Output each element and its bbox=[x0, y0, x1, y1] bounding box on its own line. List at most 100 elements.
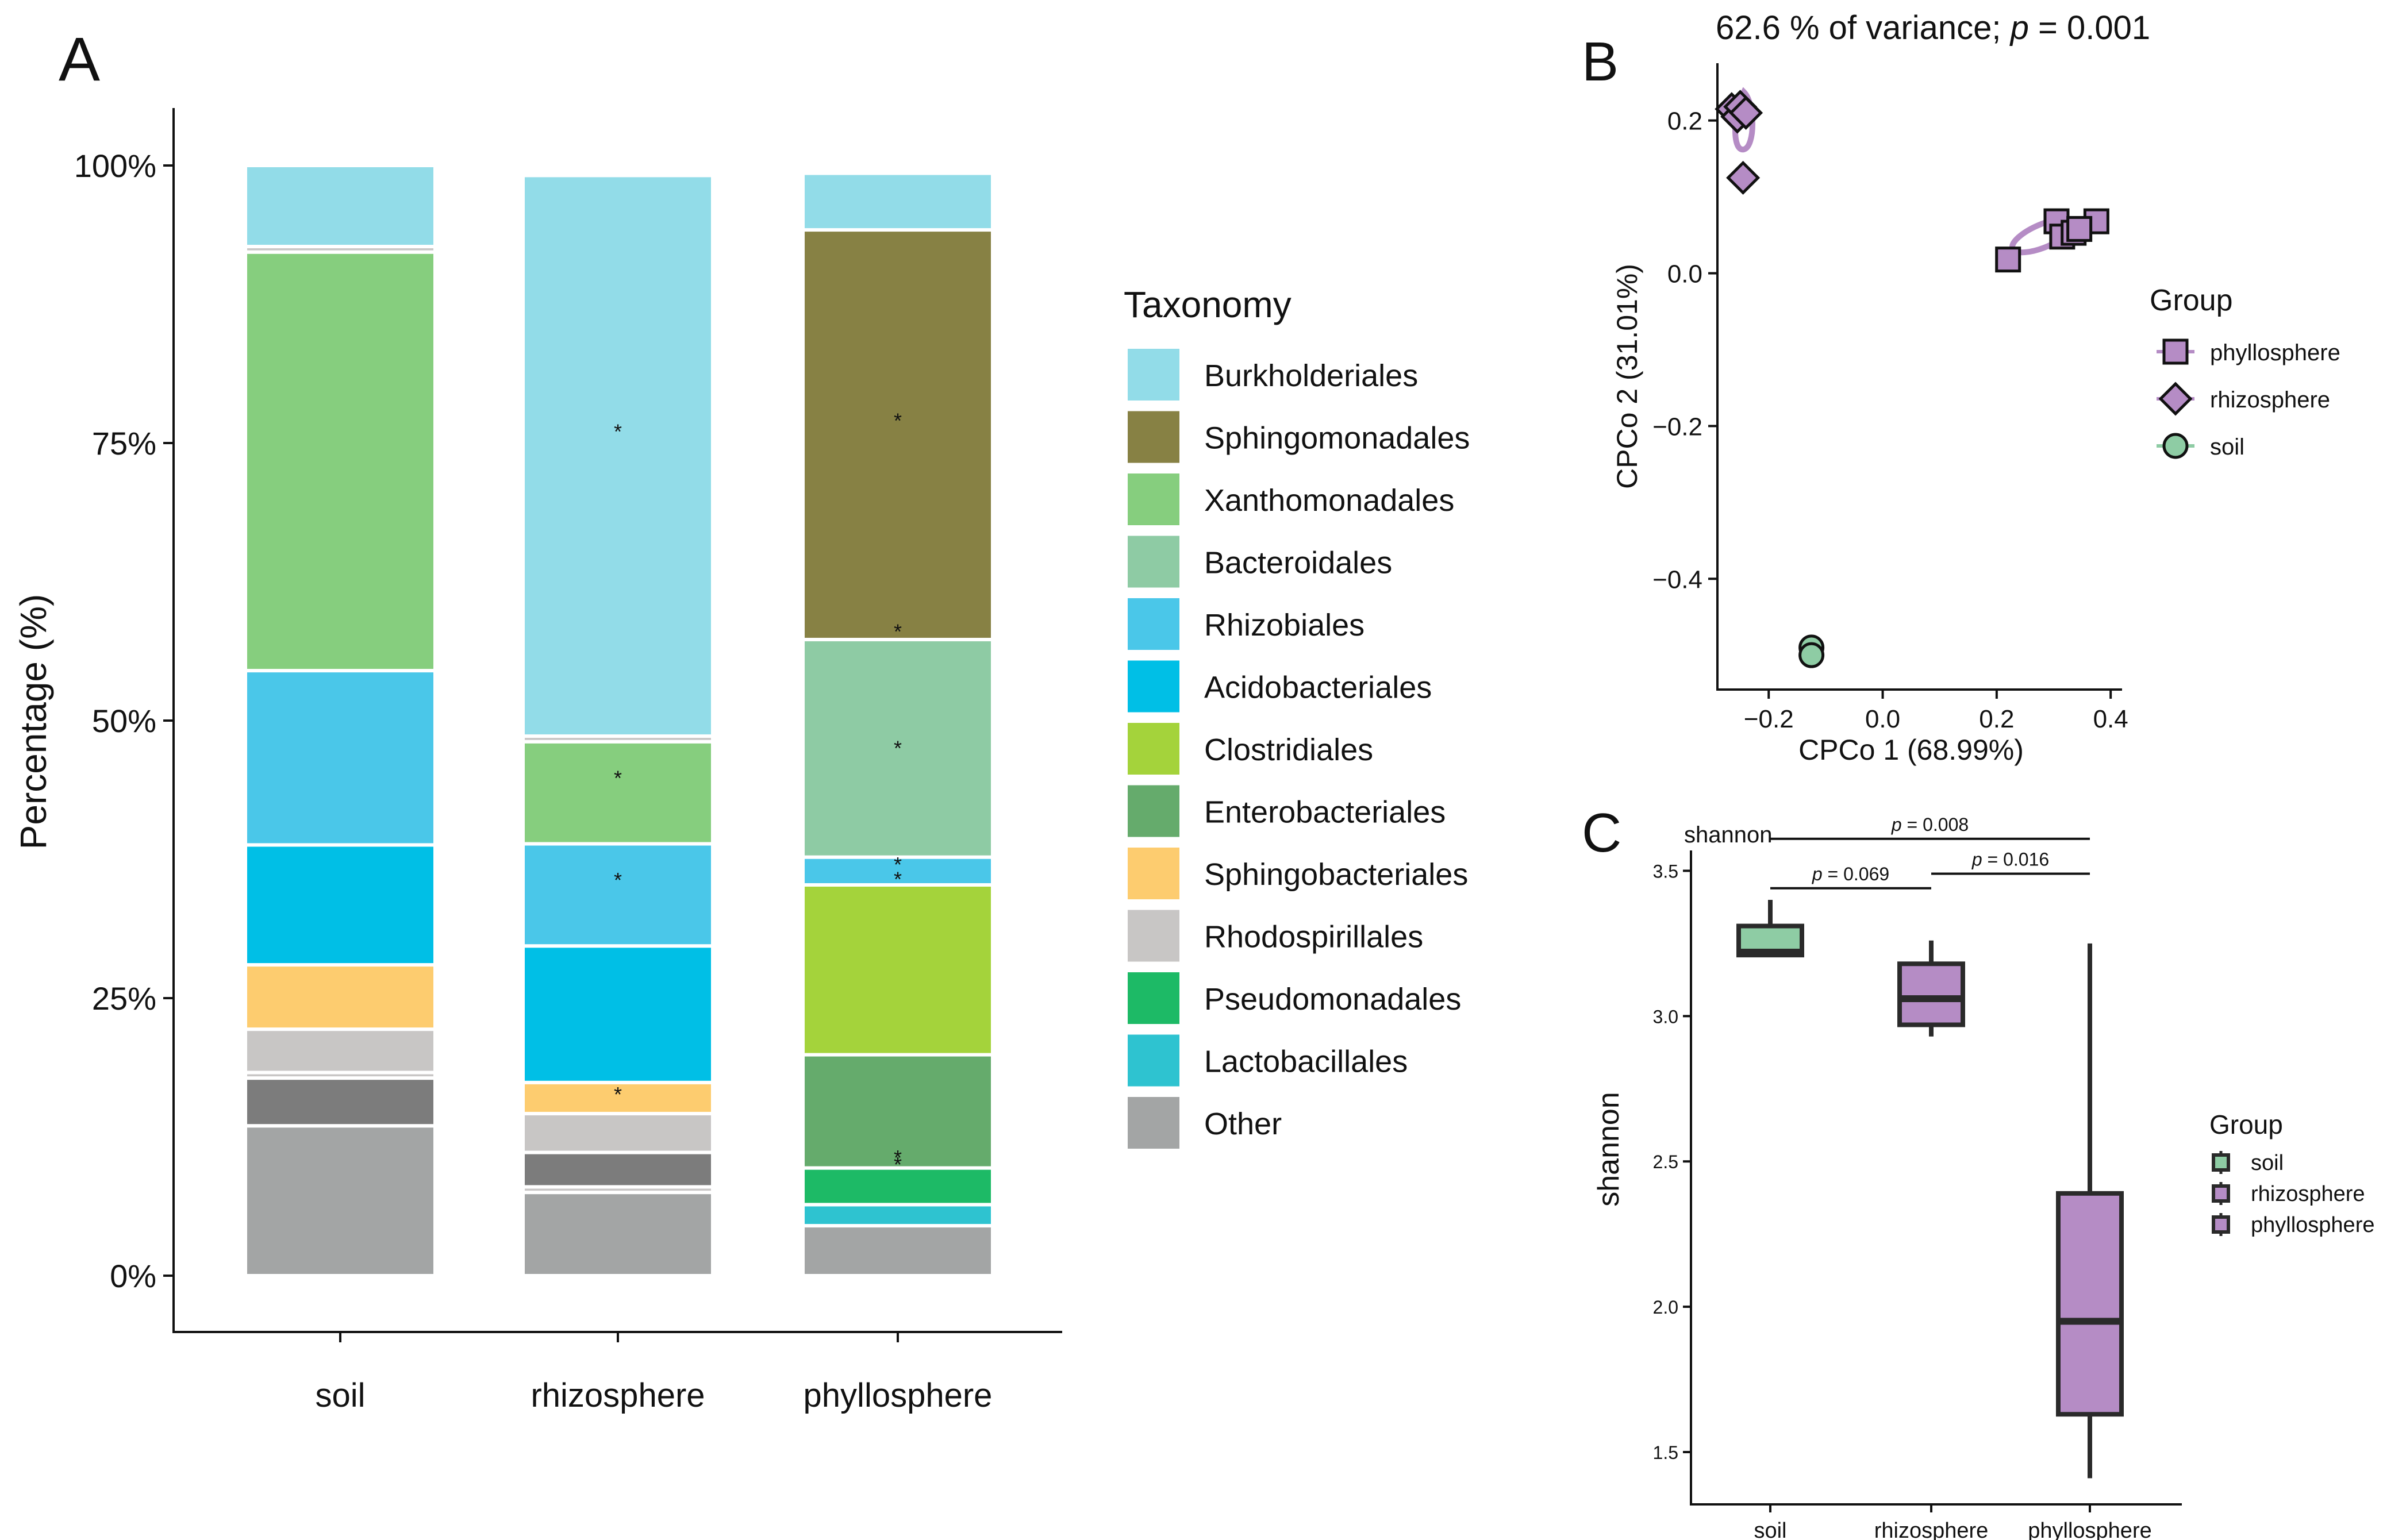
significance-marker: * bbox=[614, 1083, 622, 1106]
panel-a-y-tick-label: 75% bbox=[92, 425, 156, 461]
legend-swatch-sphingobacteriales bbox=[1128, 848, 1179, 899]
legend-swatch-lactobacillales bbox=[1128, 1034, 1179, 1087]
legend-label-sphingobacteriales: Sphingobacteriales bbox=[1204, 857, 1468, 892]
panel-b-x-tick-label: 0.0 bbox=[1865, 705, 1900, 733]
panel-c-y-tick-label: 3.5 bbox=[1653, 861, 1678, 881]
bar-segment-rhizosphere-sphingobacteriales bbox=[521, 1080, 714, 1115]
legend-label-rhodospirillales: Rhodospirillales bbox=[1204, 920, 1423, 954]
legend-swatch-clostridiales bbox=[1128, 723, 1179, 775]
bar-segment-phyllosphere-lactobacillales bbox=[801, 1203, 994, 1228]
significance-marker: * bbox=[614, 420, 622, 444]
legend-swatch-pseudomonadales bbox=[1128, 972, 1179, 1024]
point-soil bbox=[1798, 642, 1825, 668]
panel-label-c: C bbox=[1582, 802, 1621, 864]
panel-a-y-axis-title: Percentage (%) bbox=[13, 594, 54, 850]
significance-marker: * bbox=[614, 766, 622, 790]
legend-key-phyllosphere bbox=[2162, 338, 2189, 365]
panel-a-y-tick-label: 25% bbox=[92, 980, 156, 1017]
panel-label-a: A bbox=[59, 24, 100, 94]
panel-c-y-tick-label: 1.5 bbox=[1653, 1442, 1678, 1463]
legend-label-enterobacteriales: Enterobacteriales bbox=[1204, 795, 1446, 830]
panel-a-y-tick-label: 100% bbox=[74, 148, 156, 184]
point-phyllosphere bbox=[2066, 215, 2093, 242]
bar-segment-phyllosphere-enterobacteriales bbox=[801, 1053, 994, 1170]
bar-segment-soil-other bbox=[244, 1124, 437, 1278]
panel-b-y-tick-label: 0.2 bbox=[1667, 107, 1702, 136]
bar-segment-soil-rhodospirillales bbox=[244, 1027, 437, 1075]
panel-c-legend-label-soil: soil bbox=[2251, 1151, 2284, 1175]
panel-a-y-tick-label: 0% bbox=[110, 1258, 156, 1294]
panel-b-x-tick-label: −0.2 bbox=[1744, 705, 1794, 733]
bar-segment-rhizosphere-rhizobiales bbox=[521, 842, 714, 948]
panel-c-y-tick-label: 2.5 bbox=[1653, 1152, 1678, 1172]
legend-key-box-soil bbox=[2212, 1153, 2230, 1172]
panel-a-legend: Taxonomy Burkholderiales Sphingomonadales… bbox=[1124, 284, 1470, 1149]
bar-segment-soil-acidobacteriales bbox=[244, 843, 437, 967]
panel-c-legend-label-rhizosphere: rhizosphere bbox=[2251, 1182, 2365, 1206]
legend-key-soil bbox=[2162, 433, 2189, 459]
panel-c-legend: Group soil rhizosphere phyllosphere bbox=[2209, 1110, 2374, 1237]
bar-segment-phyllosphere-clostridiales bbox=[801, 883, 994, 1057]
legend-label-lactobacillales: Lactobacillales bbox=[1204, 1045, 1408, 1079]
legend-label-sphingomonadales: Sphingomonadales bbox=[1204, 421, 1470, 456]
bar-segment-soil-sphingobacteriales bbox=[244, 963, 437, 1031]
legend-swatch-rhizobiales bbox=[1128, 598, 1179, 650]
significance-marker: * bbox=[614, 868, 622, 892]
legend-swatch-sphingomonadales bbox=[1128, 411, 1179, 463]
significance-marker: * bbox=[894, 409, 902, 432]
comparison-p-value: p = 0.008 bbox=[1891, 814, 1969, 835]
panel-c-box-plot: shannon 1.5 2.0 2.5 3.0 3.5 soil rhizosphere ph… bbox=[1592, 814, 2374, 1540]
panel-b-legend-label-rhizosphere: rhizosphere bbox=[2210, 387, 2330, 413]
panel-c-y-axis-title: shannon bbox=[1592, 1092, 1625, 1207]
panel-b-x-tick-label: 0.4 bbox=[2093, 705, 2128, 733]
panel-b-y-tick-label: 0.0 bbox=[1667, 260, 1702, 288]
bar-segment-rhizosphere-other bbox=[521, 1191, 714, 1278]
panel-b-legend: Group phyllosphere rhizosphere soil bbox=[2150, 284, 2340, 460]
legend-key-box-rhizosphere bbox=[2212, 1184, 2230, 1203]
panel-a-bar-chart: 0%25%50%75%100% *********** soil rhizosph… bbox=[13, 108, 1470, 1414]
panel-c-title: shannon bbox=[1684, 822, 1772, 848]
bar-segment-rhizosphere-xanthomonadales bbox=[521, 740, 714, 846]
significance-marker: * bbox=[894, 853, 902, 876]
panel-c-legend-title: Group bbox=[2209, 1110, 2283, 1139]
panel-c-y-tick-label: 3.0 bbox=[1653, 1006, 1678, 1027]
panel-b-legend-title: Group bbox=[2150, 284, 2233, 317]
bar-segment-phyllosphere-sphingomonadales bbox=[801, 228, 994, 641]
legend-swatch-burkholderiales bbox=[1128, 349, 1179, 401]
legend-swatch-rhodospirillales bbox=[1128, 910, 1179, 962]
point-rhizosphere bbox=[1729, 95, 1763, 130]
legend-label-rhizobiales: Rhizobiales bbox=[1204, 608, 1365, 642]
legend-label-bacteroidales: Bacteroidales bbox=[1204, 546, 1392, 580]
bar-segment-rhizosphere-acidobacteriales bbox=[521, 944, 714, 1084]
panel-c-legend-label-phyllosphere: phyllosphere bbox=[2251, 1213, 2374, 1237]
panel-c-y-tick-label: 2.0 bbox=[1653, 1297, 1678, 1318]
legend-label-xanthomonadales: Xanthomonadales bbox=[1204, 483, 1454, 518]
legend-label-pseudomonadales: Pseudomonadales bbox=[1204, 982, 1461, 1017]
panel-b-legend-label-soil: soil bbox=[2210, 434, 2244, 460]
bar-segment-phyllosphere-rhizobiales bbox=[801, 855, 994, 887]
panel-a-y-tick-label: 50% bbox=[92, 703, 156, 739]
panel-label-b: B bbox=[1582, 31, 1619, 93]
legend-swatch-enterobacteriales bbox=[1128, 785, 1179, 837]
box-phyllosphere bbox=[2056, 1191, 2124, 1417]
box-rhizosphere bbox=[1897, 961, 1965, 1027]
legend-label-clostridiales: Clostridiales bbox=[1204, 733, 1373, 767]
bar-segment-rhizosphere-rhodospirillales bbox=[521, 1111, 714, 1154]
panel-a-legend-title: Taxonomy bbox=[1124, 284, 1292, 325]
panel-b-title: 62.6 % of variance; p = 0.001 bbox=[1716, 9, 2150, 47]
comparison-p-value: p = 0.016 bbox=[1971, 849, 2049, 869]
legend-swatch-acidobacteriales bbox=[1128, 660, 1179, 713]
bar-segment-soil-burkholderiales bbox=[244, 164, 437, 249]
panel-a-x-tick-label-soil: soil bbox=[315, 1377, 365, 1414]
bar-segment-phyllosphere-bacteroidales bbox=[801, 637, 994, 859]
bar-segment-soil-xanthomonadales bbox=[244, 250, 437, 673]
panel-b-y-axis-title: CPCo 2 (31.01%) bbox=[1611, 264, 1643, 489]
comparison-p-value: p = 0.069 bbox=[1812, 864, 1889, 884]
bar-segment-phyllosphere-other bbox=[801, 1224, 994, 1278]
panel-c-x-tick-label-soil: soil bbox=[1754, 1519, 1786, 1540]
significance-marker: * bbox=[894, 619, 902, 643]
point-phyllosphere bbox=[1995, 247, 2021, 273]
panel-c-x-tick-label-phyllosphere: phyllosphere bbox=[2028, 1519, 2151, 1540]
bar-segment-rhizosphere-burkholderiales bbox=[521, 174, 714, 738]
